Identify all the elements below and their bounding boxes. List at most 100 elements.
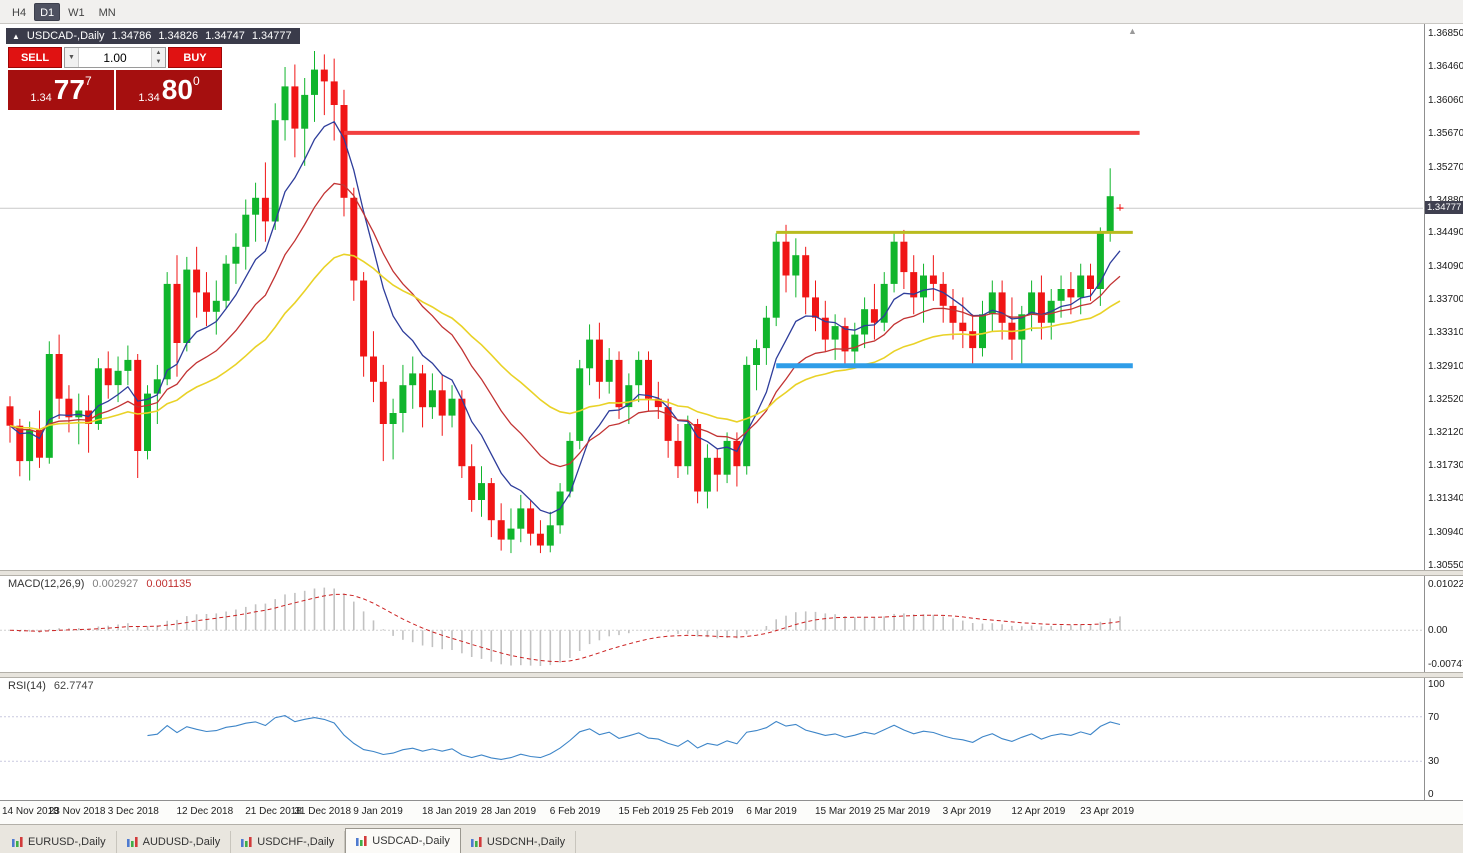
- tab-usdcad-daily[interactable]: USDCAD-,Daily: [345, 828, 461, 853]
- macd-tick: -0.00747: [1428, 659, 1463, 671]
- date-label: 3 Dec 2018: [107, 806, 159, 817]
- symbol-label: USDCAD-,Daily: [26, 30, 105, 42]
- close-value: 1.34777: [251, 30, 292, 42]
- tab-label: USDCAD-,Daily: [372, 835, 450, 847]
- date-label: 23 Apr 2019: [1080, 806, 1135, 817]
- buy-price-display[interactable]: 1.34 80 0: [116, 70, 222, 110]
- chart-icon: [356, 835, 367, 847]
- date-label: 21 Dec 2018: [245, 806, 302, 817]
- date-label: 15 Feb 2019: [618, 806, 675, 817]
- timeframe-toolbar: H4 D1 W1 MN: [0, 0, 1463, 24]
- price-tick: 1.36060: [1428, 94, 1463, 106]
- macd-canvas[interactable]: [0, 576, 1423, 672]
- buy-price-pipette: 0: [192, 74, 200, 88]
- sell-button[interactable]: SELL: [8, 47, 62, 68]
- tab-label: USDCNH-,Daily: [486, 836, 566, 848]
- sell-price-prefix: 1.34: [30, 92, 52, 104]
- macd-tick: 0.00: [1428, 625, 1448, 637]
- buy-button[interactable]: BUY: [168, 47, 222, 68]
- price-tick: 1.36460: [1428, 61, 1463, 73]
- macd-panel: 0.010229 0.00 -0.00747 MACD(12,26,9) 0.002…: [0, 576, 1463, 672]
- panel-splitter[interactable]: [0, 570, 1463, 576]
- rsi-tick: 30: [1428, 756, 1440, 768]
- date-label: 14 Nov 2018: [2, 806, 59, 817]
- rsi-value: 62.7747: [53, 680, 94, 692]
- price-tick: 1.35670: [1428, 127, 1463, 139]
- price-tick: 1.34490: [1428, 227, 1463, 239]
- volume-input[interactable]: [79, 48, 151, 67]
- buy-price-prefix: 1.34: [138, 92, 160, 104]
- rsi-tick: 100: [1428, 678, 1445, 690]
- rsi-axis[interactable]: 100 70 30 0: [1424, 678, 1463, 800]
- price-tick: 1.31340: [1428, 493, 1463, 505]
- timeframe-h4-button[interactable]: H4: [6, 3, 32, 21]
- volume-control: ▼ ▲ ▼: [64, 47, 166, 68]
- main-chart-panel: 1.34777 1.36850 1.36460 1.36060 1.35670 1.35…: [0, 24, 1463, 571]
- price-tick: 1.33700: [1428, 294, 1463, 306]
- sell-price-display[interactable]: 1.34 77 7: [8, 70, 114, 110]
- price-tick: 1.32120: [1428, 427, 1463, 439]
- chart-icon: [126, 836, 138, 848]
- one-click-trading-panel: SELL ▼ ▲ ▼ BUY 1.34 77 7 1.34 80 0: [8, 47, 222, 110]
- buy-price-digits: 80: [161, 74, 193, 105]
- up-arrow-icon: ▲: [12, 31, 20, 41]
- rsi-canvas[interactable]: [0, 678, 1423, 800]
- date-label: 15 Mar 2019: [814, 806, 872, 817]
- date-label: 23 Nov 2018: [48, 806, 106, 817]
- price-tick: 1.32520: [1428, 393, 1463, 405]
- date-label: 25 Feb 2019: [677, 806, 734, 817]
- tab-usdcnh-daily[interactable]: USDCNH-,Daily: [461, 831, 577, 853]
- chart-shift-marker-icon[interactable]: ▲: [1128, 26, 1137, 36]
- ohlc-info-bar: ▲ USDCAD-,Daily 1.34786 1.34826 1.34747 …: [6, 28, 300, 44]
- tab-audusd-daily[interactable]: AUDUSD-,Daily: [117, 831, 232, 853]
- price-tick: 1.32910: [1428, 360, 1463, 372]
- low-value: 1.34747: [205, 30, 245, 42]
- high-value: 1.34826: [158, 30, 199, 42]
- date-label: 31 Dec 2018: [294, 806, 352, 817]
- volume-stepper: ▲ ▼: [151, 48, 165, 67]
- price-chart-canvas[interactable]: [0, 24, 1423, 570]
- rsi-tick: 70: [1428, 711, 1440, 723]
- timeframe-mn-button[interactable]: MN: [93, 3, 122, 21]
- volume-dropdown-icon[interactable]: ▼: [65, 48, 79, 67]
- chart-icon: [470, 836, 482, 848]
- chart-icon: [12, 836, 23, 848]
- rsi-title: RSI(14): [8, 680, 46, 692]
- price-tick: 1.30550: [1428, 559, 1463, 571]
- current-price-badge: 1.34777: [1425, 201, 1463, 215]
- tab-eurusd-daily[interactable]: EURUSD-,Daily: [2, 831, 117, 853]
- date-label: 6 Mar 2019: [746, 806, 797, 817]
- date-label: 28 Jan 2019: [480, 806, 537, 817]
- chart-icon: [241, 836, 252, 848]
- macd-axis[interactable]: 0.010229 0.00 -0.00747: [1424, 576, 1463, 672]
- price-tick: 1.34880: [1428, 194, 1463, 206]
- date-axis[interactable]: 14 Nov 2018 23 Nov 2018 3 Dec 2018 12 Dec 2…: [0, 800, 1463, 824]
- macd-title: MACD(12,26,9): [8, 578, 85, 590]
- rsi-header: RSI(14) 62.7747: [8, 680, 94, 692]
- tab-usdchf-daily[interactable]: USDCHF-,Daily: [231, 831, 346, 853]
- tab-label: USDCHF-,Daily: [257, 836, 335, 848]
- panel-splitter[interactable]: [0, 672, 1463, 678]
- date-label: 18 Jan 2019: [422, 806, 478, 817]
- price-tick: 1.34090: [1428, 261, 1463, 273]
- tab-label: EURUSD-,Daily: [28, 836, 106, 848]
- date-label: 25 Mar 2019: [873, 806, 931, 817]
- volume-down-button[interactable]: ▼: [152, 57, 165, 67]
- rsi-panel: 100 70 30 0 RSI(14) 62.7747: [0, 678, 1463, 800]
- macd-tick: 0.010229: [1428, 579, 1463, 591]
- macd-header: MACD(12,26,9) 0.002927 0.001135: [8, 578, 191, 590]
- sell-price-digits: 77: [53, 74, 85, 105]
- date-label: 3 Apr 2019: [942, 806, 992, 817]
- price-tick: 1.35270: [1428, 161, 1463, 173]
- sell-price-pipette: 7: [84, 74, 92, 88]
- price-tick: 1.33310: [1428, 327, 1463, 339]
- date-label: 9 Jan 2019: [353, 806, 403, 817]
- date-label: 12 Apr 2019: [1011, 806, 1066, 817]
- price-axis[interactable]: 1.34777 1.36850 1.36460 1.36060 1.35670 1.35…: [1424, 24, 1463, 571]
- date-label: 12 Dec 2018: [176, 806, 234, 817]
- macd-main-value: 0.002927: [92, 578, 139, 590]
- timeframe-w1-button[interactable]: W1: [62, 3, 91, 21]
- date-label: 6 Feb 2019: [549, 806, 601, 817]
- timeframe-d1-button[interactable]: D1: [34, 2, 61, 21]
- volume-up-button[interactable]: ▲: [152, 48, 165, 58]
